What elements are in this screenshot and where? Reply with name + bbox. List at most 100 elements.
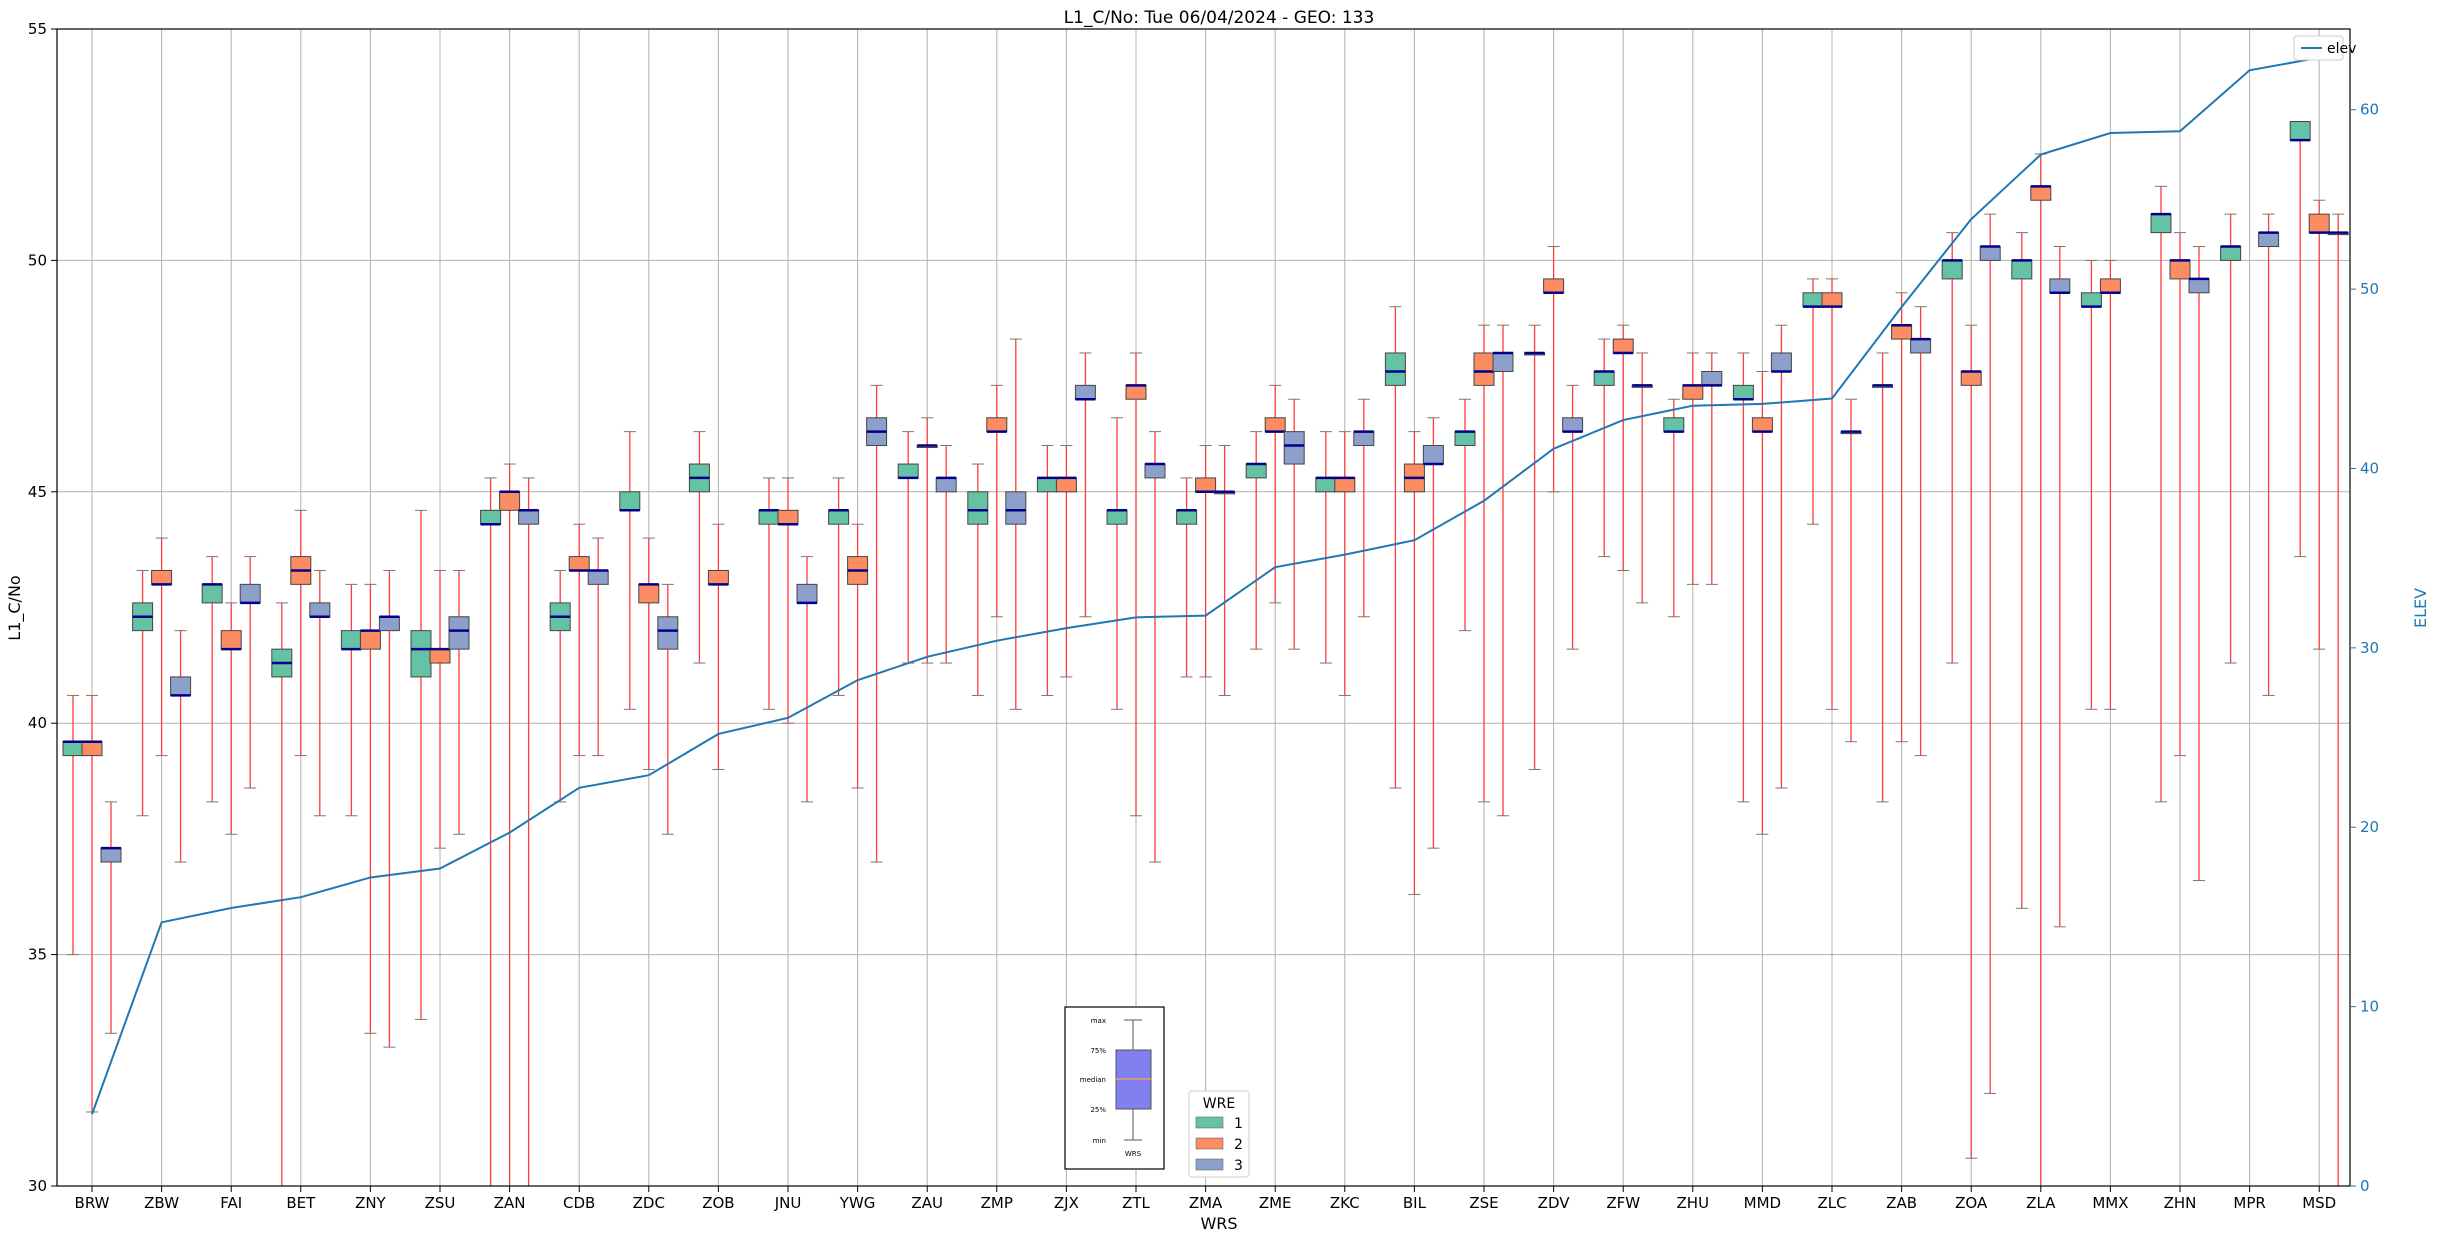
x-tick-label: ZMP (981, 1194, 1013, 1212)
y-right-tick-label: 60 (2360, 101, 2379, 119)
box-wre-1 (897, 463, 919, 479)
box-wre-2 (568, 556, 590, 571)
box-wre-3 (1074, 384, 1096, 400)
box-wre-3 (309, 602, 331, 618)
y-axis-right-label: ELEV (2411, 588, 2430, 628)
box-wre-1 (1663, 417, 1685, 433)
box-wre-3 (448, 616, 470, 650)
y-tick-label: 45 (28, 483, 47, 501)
box-wre-3 (657, 616, 679, 650)
x-tick-label: MMX (2092, 1194, 2128, 1212)
x-tick-label: ZAB (1886, 1194, 1917, 1212)
box-wre-2 (429, 648, 451, 664)
box-wre-2 (1125, 384, 1147, 400)
x-tick-label: ZHU (1677, 1194, 1710, 1212)
y-right-tick-label: 50 (2360, 280, 2379, 298)
wre-legend-swatch-2 (1195, 1137, 1224, 1150)
x-tick-label: FAI (220, 1194, 242, 1212)
box-wre-2 (1682, 384, 1704, 400)
x-tick-label: ZDC (633, 1194, 665, 1212)
x-tick-label: ZME (1259, 1194, 1292, 1212)
box-wre-1 (1732, 384, 1754, 400)
box-wre-2 (151, 569, 173, 585)
x-tick-label: ZBW (144, 1194, 179, 1212)
x-tick-label: ZMA (1189, 1194, 1223, 1212)
x-tick-label: BRW (75, 1194, 110, 1212)
box-wre-3 (1979, 246, 2001, 261)
box-wre-1 (1245, 463, 1267, 479)
box-wre-3 (100, 847, 122, 863)
x-tick-label: ZAU (911, 1194, 943, 1212)
x-tick-label: BIL (1403, 1194, 1427, 1212)
box-wre-2 (2169, 259, 2191, 280)
box-wre-1 (828, 509, 850, 525)
x-tick-label: ZOB (702, 1194, 734, 1212)
box-wre-3 (1770, 352, 1792, 372)
y-tick-label: 35 (28, 946, 47, 964)
inset-key: max 75% median 25% min WRS (1064, 1006, 1165, 1170)
box-wre-2 (2099, 278, 2121, 294)
box-wre-2 (1473, 352, 1495, 386)
box-wre-2 (1612, 338, 1634, 354)
y-axis-label: L1_C/No (5, 575, 25, 640)
box-wre-1 (967, 491, 989, 525)
box-wre-2 (707, 569, 729, 585)
box-wre-1 (2011, 259, 2033, 280)
wre-legend-swatch-1 (1195, 1116, 1224, 1129)
box-wre-3 (1492, 352, 1514, 372)
x-tick-label: CDB (563, 1194, 595, 1212)
y-tick-label: 55 (28, 20, 47, 38)
y-right-tick-label: 0 (2360, 1177, 2370, 1195)
box-wre-1 (2150, 213, 2172, 234)
x-tick-label: ZOA (1955, 1194, 1988, 1212)
box-wre-2 (220, 630, 242, 650)
x-tick-label: MSD (2302, 1194, 2336, 1212)
box-wre-1 (2080, 292, 2102, 308)
inset-key-caption: WRS (1125, 1150, 1142, 1158)
box-wre-2 (1751, 417, 1773, 433)
y-tick-label: 50 (28, 251, 47, 269)
x-tick-label: ZDV (1538, 1194, 1571, 1212)
box-wre-3 (935, 477, 957, 493)
x-tick-label: BET (286, 1194, 316, 1212)
box-wre-2 (638, 583, 660, 604)
box-wre-2 (1821, 292, 1843, 308)
x-tick-label: ZSU (425, 1194, 456, 1212)
box-wre-3 (587, 569, 609, 585)
x-tick-label: ZLA (2026, 1194, 2056, 1212)
axes-layer: BRW ZBW FAI BET ZNY ZSU ZAN CDB ZDC ZOB JNU YWG ZAU Z… (28, 20, 2379, 1212)
inset-key-label-q1: 25% (1090, 1106, 1106, 1114)
box-wre-3 (1422, 445, 1444, 465)
box-wre-3 (518, 509, 540, 525)
box-wre-1 (1802, 292, 1824, 308)
wre-legend-frame (1188, 1090, 1250, 1178)
x-axis-label: WRS (1200, 1214, 1237, 1233)
box-wre-3 (2258, 232, 2280, 248)
y-tick-label: 40 (28, 714, 47, 732)
box-wre-1 (410, 630, 432, 678)
box-wre-2 (777, 509, 799, 525)
y-right-tick-label: 30 (2360, 639, 2379, 657)
x-tick-label: ZAN (494, 1194, 526, 1212)
box-wre-3 (170, 676, 192, 696)
box-wre-2 (359, 630, 381, 650)
box-wre-1 (62, 741, 84, 757)
y-right-tick-label: 20 (2360, 818, 2379, 836)
box-wre-2 (2308, 213, 2330, 234)
boxes-layer (62, 121, 2349, 863)
box-wre-2 (1891, 324, 1913, 340)
chart-title: L1_C/No: Tue 06/04/2024 - GEO: 133 (1064, 8, 1375, 28)
box-wre-1 (1593, 370, 1615, 386)
box-wre-1 (480, 509, 502, 525)
x-tick-label: ZFW (1606, 1194, 1640, 1212)
box-wre-3 (2188, 278, 2210, 294)
x-tick-label: ZJX (1054, 1194, 1079, 1212)
box-wre-3 (2049, 278, 2071, 294)
inset-key-label-max: max (1091, 1017, 1106, 1025)
box-wre-1 (201, 583, 223, 604)
box-wre-3 (1005, 491, 1027, 525)
box-wre-3 (1353, 431, 1375, 447)
box-wre-2 (986, 417, 1008, 433)
box-wre-2 (1055, 477, 1077, 493)
